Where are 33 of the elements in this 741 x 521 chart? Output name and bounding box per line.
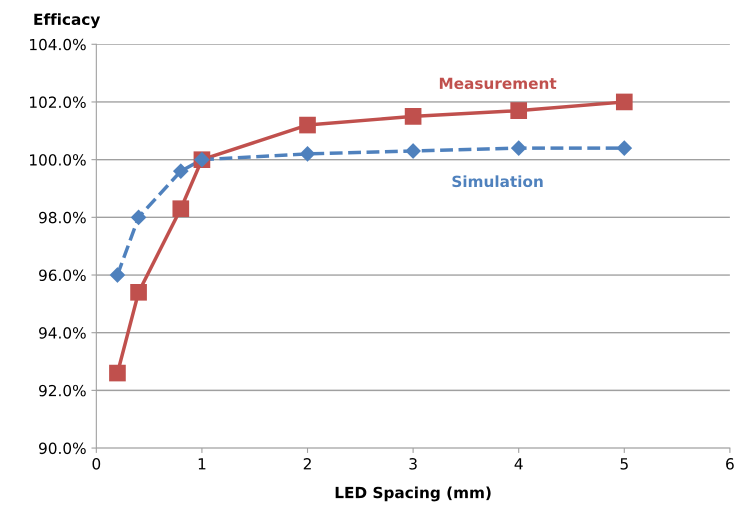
point <box>130 210 146 225</box>
y-tick-label: 94.0% <box>39 327 86 339</box>
point <box>616 140 632 156</box>
y-tick-label: 90.0% <box>39 442 86 454</box>
x-tick-label: 5 <box>620 458 628 470</box>
point <box>110 267 126 283</box>
point <box>300 146 316 162</box>
point <box>109 364 126 382</box>
series-label: Measurement <box>440 78 556 90</box>
x-tick-label: 3 <box>409 458 417 470</box>
x-tick-label: 1 <box>198 458 206 470</box>
point <box>406 143 421 159</box>
y-tick-label: 96.0% <box>39 269 86 282</box>
point <box>299 116 316 134</box>
point <box>130 284 147 301</box>
y-tick-label: 98.0% <box>39 212 86 224</box>
y-tick-label: 102.0% <box>30 96 86 108</box>
point <box>511 140 526 156</box>
y-tick-label: 92.0% <box>39 384 86 396</box>
point <box>172 200 190 218</box>
point <box>404 108 422 125</box>
point <box>510 102 528 119</box>
x-axis-title: LED Spacing (mm) <box>336 486 491 502</box>
x-tick-label: 2 <box>304 458 311 470</box>
y-axis-title: Efficacy <box>34 13 100 28</box>
x-tick-label: 6 <box>726 458 734 470</box>
point <box>616 94 633 110</box>
series-label: Simulation <box>452 175 543 188</box>
y-tick-label: 104.0% <box>30 38 86 50</box>
point <box>173 164 188 179</box>
x-tick-label: 4 <box>514 458 523 470</box>
y-tick-label: 100.0% <box>30 154 86 166</box>
x-tick-label: 0 <box>92 458 100 470</box>
